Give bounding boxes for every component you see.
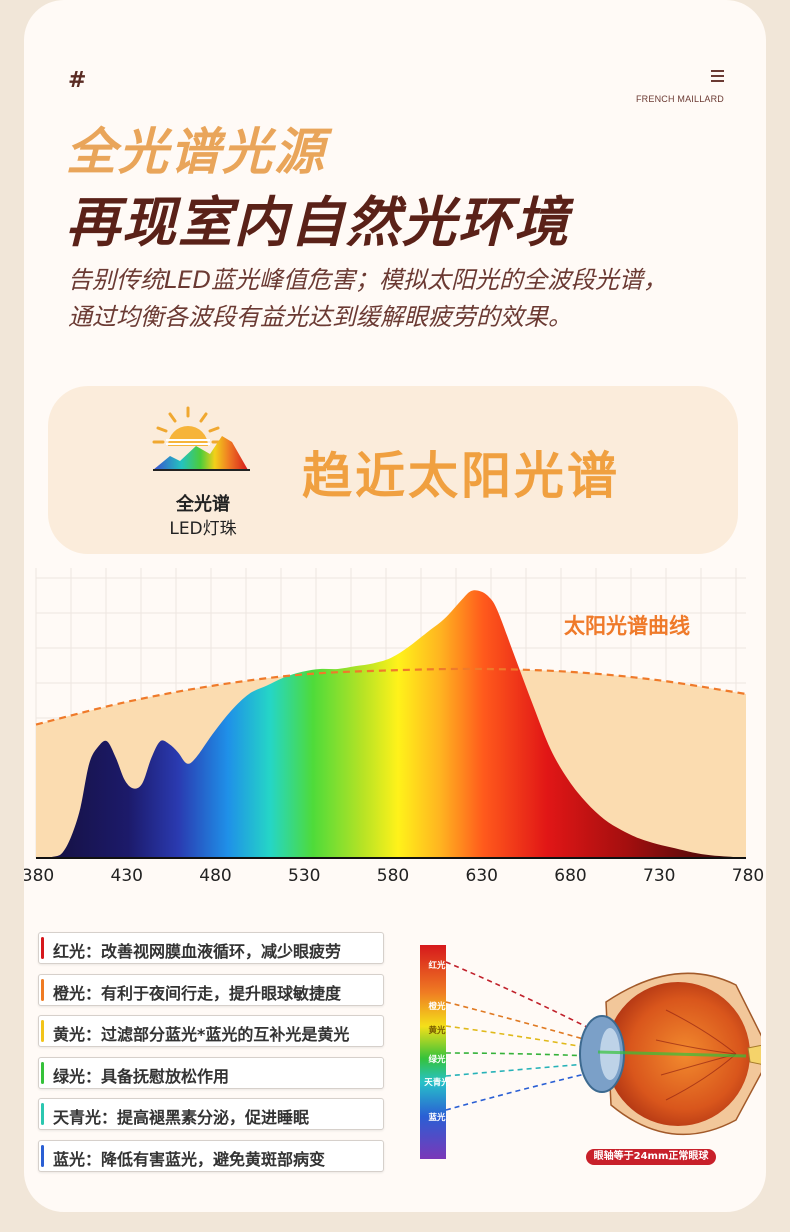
sun-spectrum-icon: [152, 406, 250, 471]
legend-color-bar: [41, 937, 44, 959]
eye-label-cyan: 天青光: [424, 1078, 450, 1088]
x-tick-label: 580: [376, 866, 410, 886]
led-label-2: LED灯珠: [169, 519, 237, 539]
title-line-1: 全光谱光源: [66, 123, 326, 181]
legend-text: 橙光：有利于夜间行走，提升眼球敏捷度: [53, 983, 342, 1003]
legend-color-bar: [41, 1020, 44, 1042]
legend-color-bar: [41, 1144, 44, 1167]
eye-label-green: 绿光: [428, 1055, 446, 1065]
sun-spectrum-curve: [35, 667, 747, 726]
led-spectrum-area: [36, 590, 746, 858]
sun-curve-label: 太阳光谱曲线: [564, 614, 690, 638]
x-tick-label: 680: [554, 866, 587, 886]
color-legend: 红光：改善视网膜血液循环，减少眼疲劳 橙光：有利于夜间行走，提升眼球敏捷度 黄光…: [38, 932, 384, 1181]
hash-icon: #: [68, 68, 87, 93]
spectrum-column: 红光 橙光 黄光 绿光 天青光 蓝光: [420, 945, 450, 1159]
eye-label-blue: 蓝光: [428, 1113, 446, 1123]
legend-text: 绿光：具备抚慰放松作用: [53, 1066, 230, 1086]
x-tick-label: 630: [465, 866, 498, 886]
eye-label-orange: 橙光: [428, 1002, 446, 1012]
legend-color-bar: [41, 1103, 44, 1125]
legend-text: 黄光：过滤部分蓝光*蓝光的互补光是黄光: [53, 1025, 350, 1044]
eye-diagram: 红光 橙光 黄光 绿光 天青光 蓝光: [416, 940, 761, 1170]
brand-label: FRENCH MAILLARD: [635, 94, 724, 104]
description-line-1: 告别传统LED蓝光峰值危害；模拟太阳光的全波段光谱，: [68, 266, 668, 294]
spectrum-chart: 太阳光谱曲线 380 430 480 530 580 630 680 730 780: [24, 568, 766, 898]
led-label-1: 全光谱: [176, 494, 230, 515]
eye-label-yellow: 黄光: [428, 1026, 446, 1036]
legend-item-red: 红光：改善视网膜血液循环，减少眼疲劳: [38, 932, 384, 964]
x-tick-label: 430: [110, 866, 143, 886]
x-tick-label: 780: [731, 866, 765, 886]
spectrum-chart-svg: [35, 568, 747, 859]
legend-color-bar: [41, 978, 44, 1001]
legend-item-green: 绿光：具备抚慰放松作用: [38, 1056, 384, 1089]
legend-item-orange: 橙光：有利于夜间行走，提升眼球敏捷度: [38, 973, 384, 1006]
legend-item-blue: 蓝光：降低有害蓝光，避免黄斑部病变: [38, 1139, 384, 1172]
legend-item-yellow: 黄光：过滤部分蓝光*蓝光的互补光是黄光: [38, 1015, 384, 1047]
eye-label-red: 红光: [428, 961, 446, 971]
legend-text: 红光：改善视网膜血液循环，减少眼疲劳: [53, 942, 342, 961]
feature-banner: 全光谱 LED灯珠 趋近太阳光谱: [48, 386, 738, 554]
banner-title: 趋近太阳光谱: [302, 447, 620, 505]
legend-color-bar: [41, 1061, 44, 1084]
eye-illustration: [445, 961, 761, 1136]
x-tick-label: 530: [288, 866, 321, 886]
title-line-2: 再现室内自然光环境: [66, 191, 570, 254]
x-tick-label: 480: [199, 866, 232, 886]
description-line-2: 通过均衡各波段有益光达到缓解眼疲劳的效果。: [68, 303, 572, 331]
description: 告别传统LED蓝光峰值危害；模拟太阳光的全波段光谱， 通过均衡各波段有益光达到缓…: [68, 262, 667, 336]
legend-text: 天青光：提高褪黑素分泌，促进睡眠: [53, 1108, 310, 1127]
eye-caption: 眼轴等于24mm正常眼球: [586, 1149, 716, 1165]
content-card: # FRENCH MAILLARD 全光谱光源 再现室内自然光环境 告别传统LE…: [24, 0, 766, 1212]
x-tick-label: 380: [24, 866, 55, 886]
legend-item-cyan: 天青光：提高褪黑素分泌，促进睡眠: [38, 1098, 384, 1130]
menu-icon[interactable]: [711, 70, 724, 85]
legend-text: 蓝光：降低有害蓝光，避免黄斑部病变: [53, 1149, 326, 1169]
x-tick-label: 730: [643, 866, 676, 886]
